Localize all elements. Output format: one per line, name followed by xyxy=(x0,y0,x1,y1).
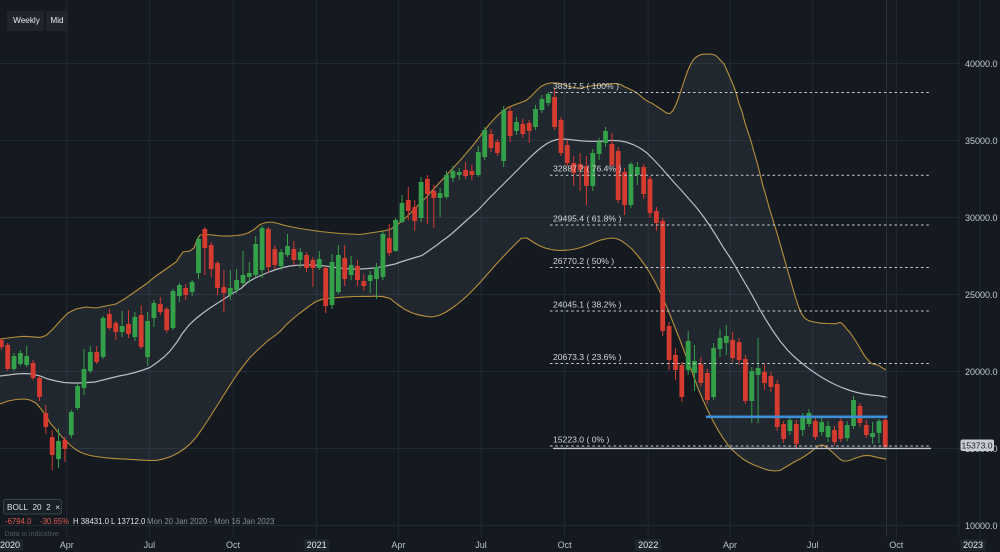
svg-text:10000.0: 10000.0 xyxy=(965,521,998,531)
svg-text:Weekly: Weekly xyxy=(13,16,41,25)
svg-text:Apr: Apr xyxy=(391,540,405,550)
svg-text:26770.2 ( 50% ): 26770.2 ( 50% ) xyxy=(553,256,614,266)
svg-text:Mid: Mid xyxy=(50,16,64,25)
svg-text:Apr: Apr xyxy=(60,540,74,550)
svg-text:Apr: Apr xyxy=(723,540,737,550)
svg-text:Jul: Jul xyxy=(475,540,487,550)
svg-text:38317.5 ( 100% ): 38317.5 ( 100% ) xyxy=(553,81,619,91)
svg-text:15373.0: 15373.0 xyxy=(961,441,992,451)
svg-text:32887.2 ( 76.4% ): 32887.2 ( 76.4% ) xyxy=(553,164,621,174)
svg-text:2023: 2023 xyxy=(963,540,983,550)
svg-text:Oct: Oct xyxy=(558,540,573,550)
svg-text:Jul: Jul xyxy=(807,540,819,550)
svg-text:2021: 2021 xyxy=(307,540,327,550)
svg-text:20000.0: 20000.0 xyxy=(965,367,998,377)
svg-text:40000.0: 40000.0 xyxy=(965,59,998,69)
svg-text:BOLL 20 2 ×: BOLL 20 2 × xyxy=(7,503,60,512)
svg-text:-30.65%: -30.65% xyxy=(40,517,69,526)
svg-text:35000.0: 35000.0 xyxy=(965,136,998,146)
svg-text:24045.1 ( 38.2% ): 24045.1 ( 38.2% ) xyxy=(553,300,621,310)
svg-text:Mon 20 Jan 2020 - Mon 16 Jan 2: Mon 20 Jan 2020 - Mon 16 Jan 2023 xyxy=(147,517,274,526)
svg-text:Oct: Oct xyxy=(226,540,241,550)
svg-text:29495.4 ( 61.8% ): 29495.4 ( 61.8% ) xyxy=(553,214,621,224)
svg-text:25000.0: 25000.0 xyxy=(965,290,998,300)
svg-text:Oct: Oct xyxy=(889,540,904,550)
svg-text:Data is indicative: Data is indicative xyxy=(5,529,59,538)
svg-text:-6794.0: -6794.0 xyxy=(5,517,32,526)
svg-text:15223.0 ( 0% ): 15223.0 ( 0% ) xyxy=(553,435,610,445)
svg-text:2020: 2020 xyxy=(0,540,20,550)
svg-text:H 38431.0: H 38431.0 xyxy=(73,517,110,526)
svg-text:2022: 2022 xyxy=(638,540,658,550)
svg-text:L 13712.0: L 13712.0 xyxy=(111,517,146,526)
svg-text:30000.0: 30000.0 xyxy=(965,213,998,223)
svg-text:Jul: Jul xyxy=(144,540,156,550)
svg-text:20673.3 ( 23.6% ): 20673.3 ( 23.6% ) xyxy=(553,352,621,362)
